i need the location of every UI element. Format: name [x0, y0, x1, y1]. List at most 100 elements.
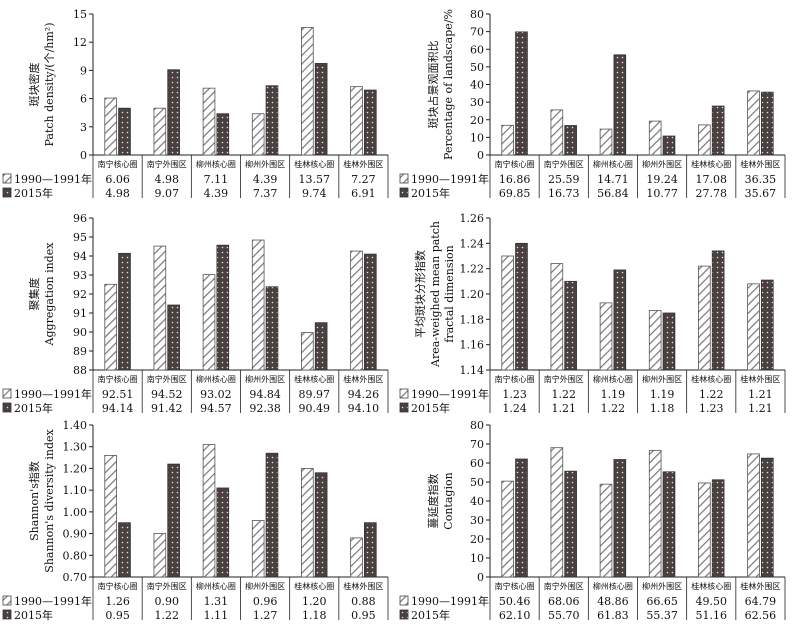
chart-panel-6: 0 10 20 30 40 50 60 70 80 蔓延度指数 Contagion 南宁核心圈 南宁外围…: [399, 419, 786, 622]
data-label: 16.86: [499, 173, 531, 186]
category-label: 柳州外围区: [642, 159, 682, 169]
y-tick-label: 95: [73, 231, 87, 244]
bar-1990: [698, 124, 711, 156]
bar-1990: [350, 86, 363, 156]
y-axis-label: Aggregation index: [43, 242, 56, 347]
legend-label-2015: 2015年: [411, 401, 450, 415]
data-label: 0.95: [351, 609, 376, 622]
data-label: 4.98: [105, 187, 130, 200]
y-tick-label: 0.90: [63, 528, 88, 541]
data-label: 1.23: [699, 402, 724, 415]
legend-label-2015: 2015年: [14, 186, 53, 200]
legend-label-2015: 2015年: [14, 401, 53, 415]
y-tick-label: 10: [470, 552, 484, 565]
y-tick-label: 92: [73, 288, 87, 301]
y-axis-label: fractal dimension: [443, 245, 456, 343]
category-label: 柳州外围区: [642, 374, 682, 384]
category-label: 南宁核心圈: [495, 374, 535, 384]
category-label: 南宁外围区: [147, 159, 187, 169]
data-label: 1.22: [552, 388, 577, 401]
bar-2015: [265, 286, 279, 371]
y-tick-label: 0: [477, 149, 484, 162]
legend-label-2015: 2015年: [411, 608, 450, 622]
bar-2015: [364, 89, 377, 156]
y-tick-label: 50: [470, 476, 484, 489]
y-tick-label: 90: [73, 326, 87, 339]
y-tick-label: 91: [73, 307, 87, 320]
y-axis-label: Patch density/(个/hm²): [43, 23, 56, 147]
legend-label-1990: 1990—1991年: [14, 172, 92, 186]
bar-1990: [301, 27, 314, 156]
bar-1990: [301, 468, 314, 578]
y-tick-label: 1.00: [63, 506, 88, 519]
data-label: 1.18: [650, 402, 675, 415]
data-label: 94.10: [348, 402, 380, 415]
y-axis-label: Area-weighed mean patch: [429, 221, 442, 368]
category-label: 南宁外围区: [544, 159, 584, 169]
y-axis-label: 聚集度: [27, 278, 41, 311]
y-axis-label: 蔓延度指数: [426, 474, 440, 529]
legend-swatch-1990: [2, 173, 12, 184]
y-tick-label: 80: [470, 419, 484, 432]
data-label: 49.50: [696, 595, 728, 608]
y-tick-label: 10: [470, 131, 484, 144]
bar-1990: [501, 480, 514, 578]
bar-2015: [216, 487, 230, 578]
category-label: 南宁核心圈: [495, 159, 535, 169]
category-label: 柳州核心圈: [196, 581, 236, 591]
data-label: 4.39: [253, 173, 278, 186]
category-label: 桂林核心圈: [294, 581, 334, 591]
data-label: 55.70: [548, 609, 580, 622]
y-axis-label: 平均斑块分形指数: [413, 250, 427, 338]
data-label: 1.11: [204, 609, 229, 622]
bar-1990: [501, 124, 514, 156]
bar-2015: [761, 279, 774, 371]
data-label: 91.42: [151, 402, 183, 415]
data-label: 56.84: [597, 187, 629, 200]
data-label: 1.21: [552, 402, 577, 415]
y-tick-label: 1.30: [63, 441, 88, 454]
y-tick-label: 40: [470, 79, 484, 92]
bar-1990: [202, 87, 216, 156]
y-axis-label: Shannon's指数: [27, 461, 41, 541]
bar-1990: [747, 283, 760, 371]
bar-2015: [314, 472, 328, 578]
y-tick-label: 1.22: [460, 263, 485, 276]
data-label: 4.39: [204, 187, 229, 200]
bar-2015: [613, 269, 627, 371]
bar-2015: [613, 54, 627, 156]
legend-label-2015: 2015年: [14, 608, 53, 622]
y-tick-label: 40: [470, 495, 484, 508]
chart-panel-1: 0 3 6 9 12 15 斑块密度 Patch density/(个/hm²) 南宁核心圈 南宁…: [2, 8, 389, 200]
bar-2015: [265, 452, 279, 578]
bar-2015: [515, 242, 528, 371]
legend-swatch-1990: [399, 595, 409, 606]
bar-2015: [167, 463, 180, 578]
bar-1990: [104, 454, 117, 578]
category-label: 柳州外围区: [245, 581, 285, 591]
bar-1990: [599, 483, 613, 578]
y-tick-label: 1.18: [460, 313, 485, 326]
data-label: 90.49: [299, 402, 331, 415]
y-tick-label: 0.80: [63, 549, 88, 562]
legend-label-1990: 1990—1991年: [411, 387, 489, 401]
y-tick-label: 1.16: [460, 339, 485, 352]
data-label: 0.88: [351, 595, 376, 608]
category-label: 柳州核心圈: [593, 159, 633, 169]
data-label: 1.20: [302, 595, 327, 608]
bar-1990: [153, 107, 167, 156]
legend-label-1990: 1990—1991年: [14, 387, 92, 401]
category-label: 桂林外围区: [740, 581, 780, 591]
bar-1990: [599, 128, 613, 156]
data-label: 1.18: [302, 609, 327, 622]
data-label: 1.22: [155, 609, 180, 622]
data-label: 66.65: [646, 595, 678, 608]
data-label: 94.57: [200, 402, 232, 415]
y-tick-label: 70: [470, 438, 484, 451]
data-label: 4.98: [155, 173, 180, 186]
data-label: 1.21: [748, 388, 773, 401]
chart-panel-3: 88 89 90 91 92 93 94 95 96 聚集度 Aggregation index 南宁…: [2, 212, 389, 415]
data-label: 19.24: [646, 173, 678, 186]
y-tick-label: 50: [470, 61, 484, 74]
